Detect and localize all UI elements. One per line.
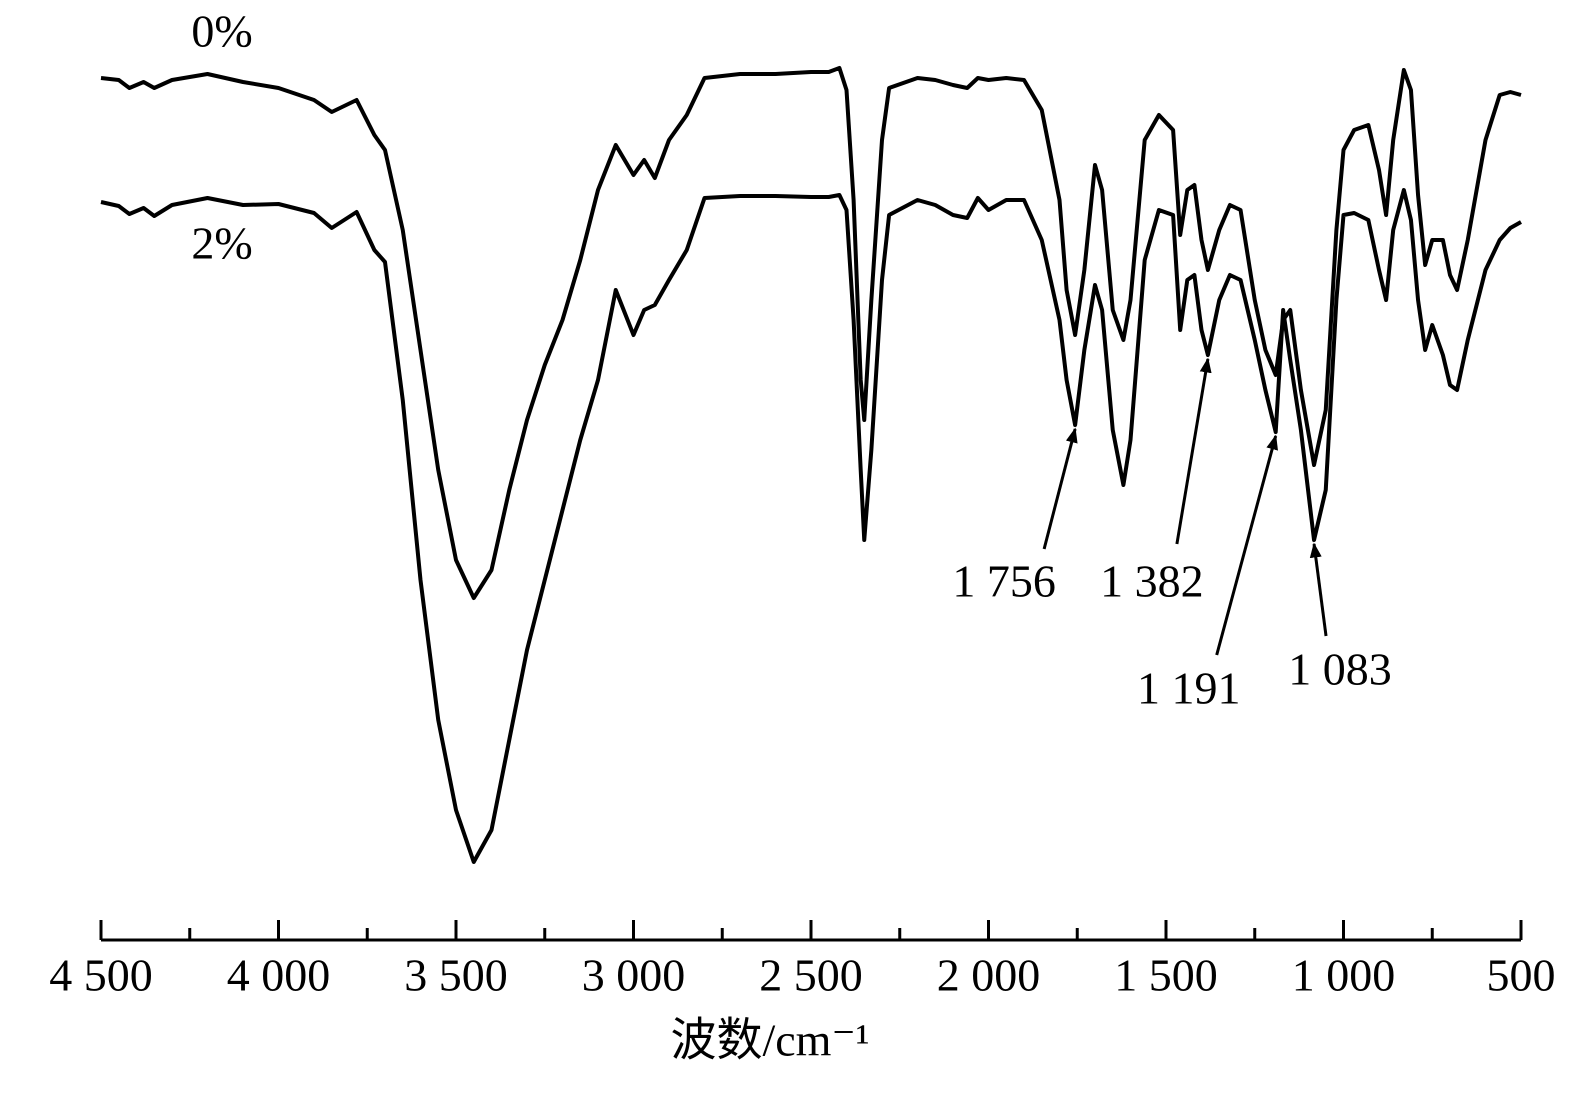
annotation-arrow bbox=[1042, 427, 1078, 550]
annotation-arrow bbox=[1309, 542, 1328, 637]
x-tick-label: 1 000 bbox=[1292, 950, 1396, 1001]
spectrum-line bbox=[100, 188, 1522, 864]
x-tick-label: 3 000 bbox=[582, 950, 686, 1001]
annotation-label: 1 083 bbox=[1288, 644, 1392, 695]
annotation-arrow bbox=[1175, 357, 1212, 545]
x-tick-label: 500 bbox=[1487, 950, 1556, 1001]
annotation-label: 1 756 bbox=[952, 556, 1056, 607]
spectrum-line bbox=[100, 66, 1522, 600]
x-tick-label: 2 500 bbox=[759, 950, 863, 1001]
x-tick-label: 3 500 bbox=[404, 950, 508, 1001]
x-tick-label: 1 500 bbox=[1114, 950, 1218, 1001]
x-tick-label: 4 000 bbox=[227, 950, 331, 1001]
annotation-label: 1 191 bbox=[1137, 663, 1241, 714]
x-tick-label: 4 500 bbox=[49, 950, 153, 1001]
annotation-label: 1 382 bbox=[1100, 556, 1204, 607]
series-label: 2% bbox=[191, 218, 252, 269]
x-tick-label: 2 000 bbox=[937, 950, 1041, 1001]
x-axis-title: 波数/cm⁻¹ bbox=[670, 1015, 869, 1066]
annotation-arrow bbox=[1215, 434, 1278, 656]
series-label: 0% bbox=[191, 6, 252, 57]
